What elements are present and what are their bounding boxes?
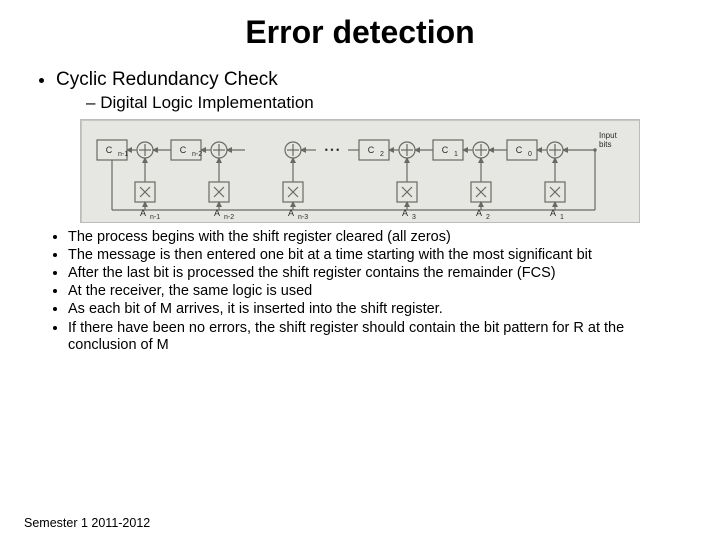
svg-text:3: 3 bbox=[412, 214, 416, 221]
svg-text:C: C bbox=[516, 145, 523, 155]
bullet-lvl1: Cyclic Redundancy Check bbox=[56, 69, 278, 90]
bullet-list-lvl1: Cyclic Redundancy Check Digital Logic Im… bbox=[0, 69, 720, 113]
svg-text:2: 2 bbox=[380, 151, 384, 158]
process-step: After the last bit is processed the shif… bbox=[68, 265, 696, 282]
process-list: The process begins with the shift regist… bbox=[0, 229, 720, 354]
svg-text:n-3: n-3 bbox=[298, 214, 308, 221]
svg-text:C: C bbox=[368, 145, 375, 155]
page-title: Error detection bbox=[0, 14, 720, 51]
bullet-list-lvl2: Digital Logic Implementation bbox=[56, 93, 720, 113]
svg-text:1: 1 bbox=[454, 151, 458, 158]
svg-text:C: C bbox=[106, 145, 113, 155]
svg-text:n-2: n-2 bbox=[224, 214, 234, 221]
svg-text:C: C bbox=[442, 145, 449, 155]
svg-text:n-1: n-1 bbox=[150, 214, 160, 221]
svg-text:C: C bbox=[180, 145, 187, 155]
process-step: The process begins with the shift regist… bbox=[68, 229, 696, 246]
process-step: At the receiver, the same logic is used bbox=[68, 283, 696, 300]
bullet-lvl2: Digital Logic Implementation bbox=[86, 93, 720, 113]
svg-text:• • •: • • • bbox=[325, 145, 339, 155]
svg-text:n-2: n-2 bbox=[192, 151, 202, 158]
svg-text:n-1: n-1 bbox=[118, 151, 128, 158]
circuit-diagram: Cn-1An-1Cn-2An-2An-3• • •C2A3C1A2C0A1Inp… bbox=[0, 119, 720, 223]
svg-text:0: 0 bbox=[528, 151, 532, 158]
footer-semester: Semester 1 2011-2012 bbox=[24, 516, 150, 530]
svg-text:Input: Input bbox=[599, 131, 618, 140]
svg-text:1: 1 bbox=[560, 214, 564, 221]
svg-text:bits: bits bbox=[599, 140, 611, 149]
svg-text:2: 2 bbox=[486, 214, 490, 221]
crc-shift-register-diagram: Cn-1An-1Cn-2An-2An-3• • •C2A3C1A2C0A1Inp… bbox=[80, 119, 640, 223]
process-step: If there have been no errors, the shift … bbox=[68, 320, 696, 354]
process-step: The message is then entered one bit at a… bbox=[68, 247, 696, 264]
process-step: As each bit of M arrives, it is inserted… bbox=[68, 301, 696, 318]
